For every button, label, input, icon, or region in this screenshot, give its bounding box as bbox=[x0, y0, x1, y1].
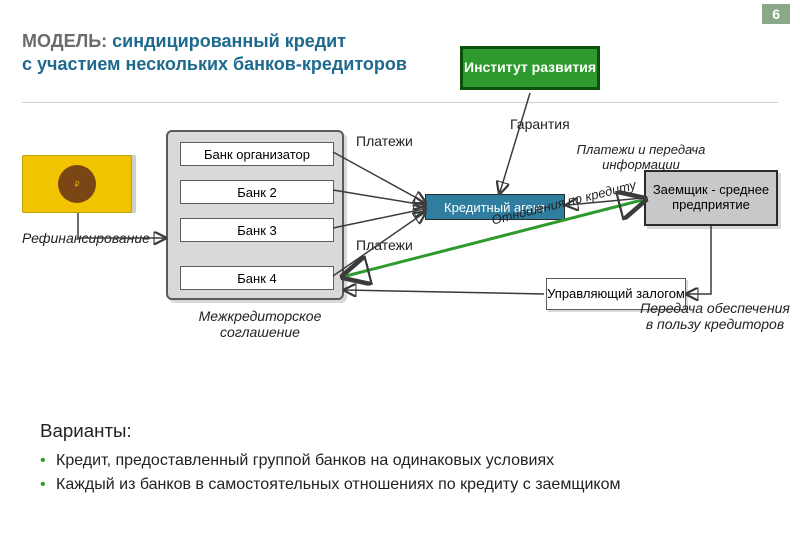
cbr-emblem-icon: ₽ bbox=[58, 165, 96, 203]
title-lead: МОДЕЛЬ: bbox=[22, 31, 112, 51]
cbr-logo: ₽ bbox=[22, 155, 132, 213]
borrower-box: Заемщик - среднее предприятие bbox=[644, 170, 778, 226]
variants-section: Варианты: Кредит, предоставленный группо… bbox=[40, 420, 760, 500]
title-rest-1: синдицированный кредит bbox=[112, 31, 346, 51]
title-rule bbox=[22, 102, 778, 103]
label-payments-bottom: Платежи bbox=[356, 237, 413, 253]
label-guarantee: Гарантия bbox=[510, 116, 570, 132]
label-payments-info: Платежи и передача информации bbox=[576, 142, 706, 172]
bank-2-box: Банк 2 bbox=[180, 180, 334, 204]
variants-title: Варианты: bbox=[40, 420, 760, 442]
bank-organizer-box: Банк организатор bbox=[180, 142, 334, 166]
bank-3-box: Банк 3 bbox=[180, 218, 334, 242]
label-refinancing: Рефинансирование bbox=[22, 230, 150, 246]
label-intercreditor: Межкредиторское соглашение bbox=[160, 308, 360, 340]
list-item: Кредит, предоставленный группой банков н… bbox=[40, 452, 760, 470]
label-collateral-transfer: Передача обеспечения в пользу кредиторов bbox=[640, 300, 790, 332]
label-payments-top: Платежи bbox=[356, 133, 413, 149]
list-item: Каждый из банков в самостоятельных отнош… bbox=[40, 476, 760, 494]
dev-institute-box: Институт развития bbox=[460, 46, 600, 90]
page-number: 6 bbox=[762, 4, 790, 24]
title-rest-2: с участием нескольких банков-кредиторов bbox=[22, 54, 407, 74]
bank-4-box: Банк 4 bbox=[180, 266, 334, 290]
banks-group: Банк организатор Банк 2 Банк 3 Банк 4 bbox=[166, 130, 344, 300]
slide: 6 МОДЕЛЬ: синдицированный кредит с участ… bbox=[0, 0, 800, 559]
slide-title: МОДЕЛЬ: синдицированный кредит с участие… bbox=[22, 30, 407, 75]
variants-list: Кредит, предоставленный группой банков н… bbox=[40, 452, 760, 494]
